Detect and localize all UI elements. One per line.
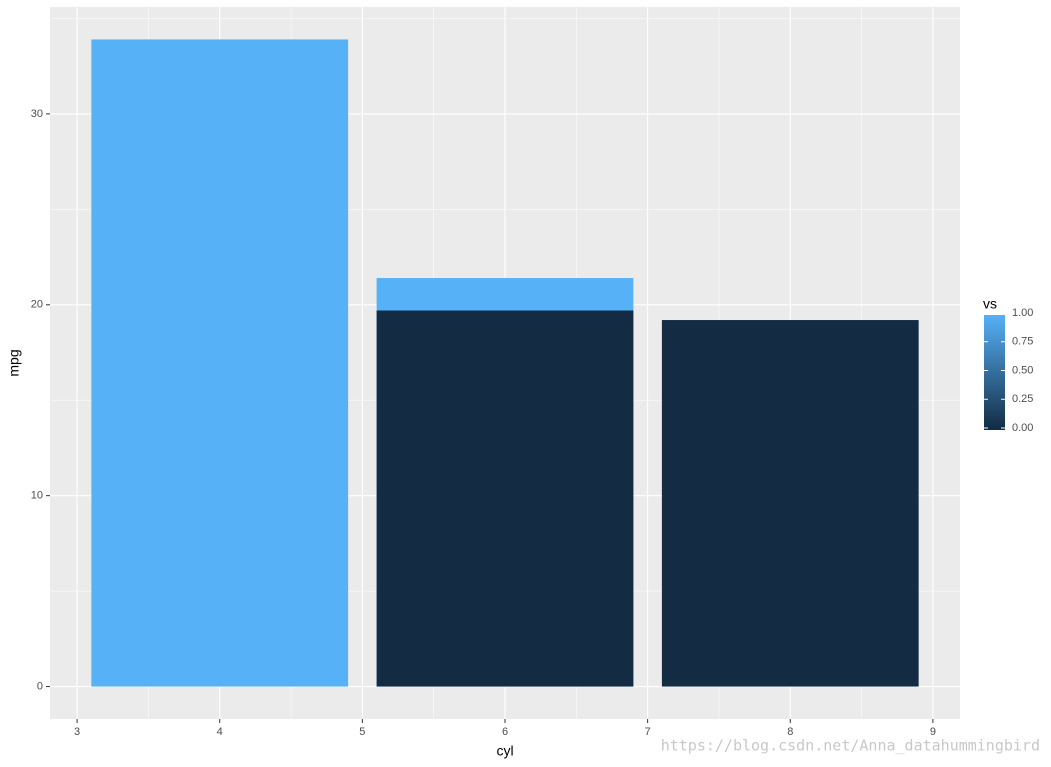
x-tick-label: 4: [217, 726, 223, 738]
x-tick-label: 8: [787, 726, 793, 738]
legend-label: 1.00: [1012, 307, 1033, 319]
x-tick-label: 6: [502, 726, 508, 738]
x-tick-label: 3: [74, 726, 80, 738]
bar: [91, 39, 349, 687]
y-tick-label: 0: [37, 680, 43, 692]
y-tick-label: 20: [31, 299, 43, 311]
legend-label: 0.50: [1012, 364, 1033, 376]
bar: [376, 310, 634, 687]
x-tick-label: 9: [930, 726, 936, 738]
bars: [91, 39, 919, 687]
x-tick-label: 5: [359, 726, 365, 738]
x-tick-label: 7: [645, 726, 651, 738]
x-axis-title: cyl: [496, 743, 513, 759]
legend-title: vs: [983, 296, 997, 312]
legend-label: 0.00: [1012, 422, 1033, 434]
legend-label: 0.25: [1012, 393, 1033, 405]
y-tick-label: 10: [31, 490, 43, 502]
bar: [661, 320, 919, 687]
watermark: https://blog.csdn.net/Anna_datahummingbi…: [661, 737, 1040, 755]
y-axis-title: mpg: [6, 349, 22, 376]
legend-label: 0.75: [1012, 336, 1033, 348]
color-bar: [984, 315, 1005, 430]
y-tick-label: 30: [31, 108, 43, 120]
